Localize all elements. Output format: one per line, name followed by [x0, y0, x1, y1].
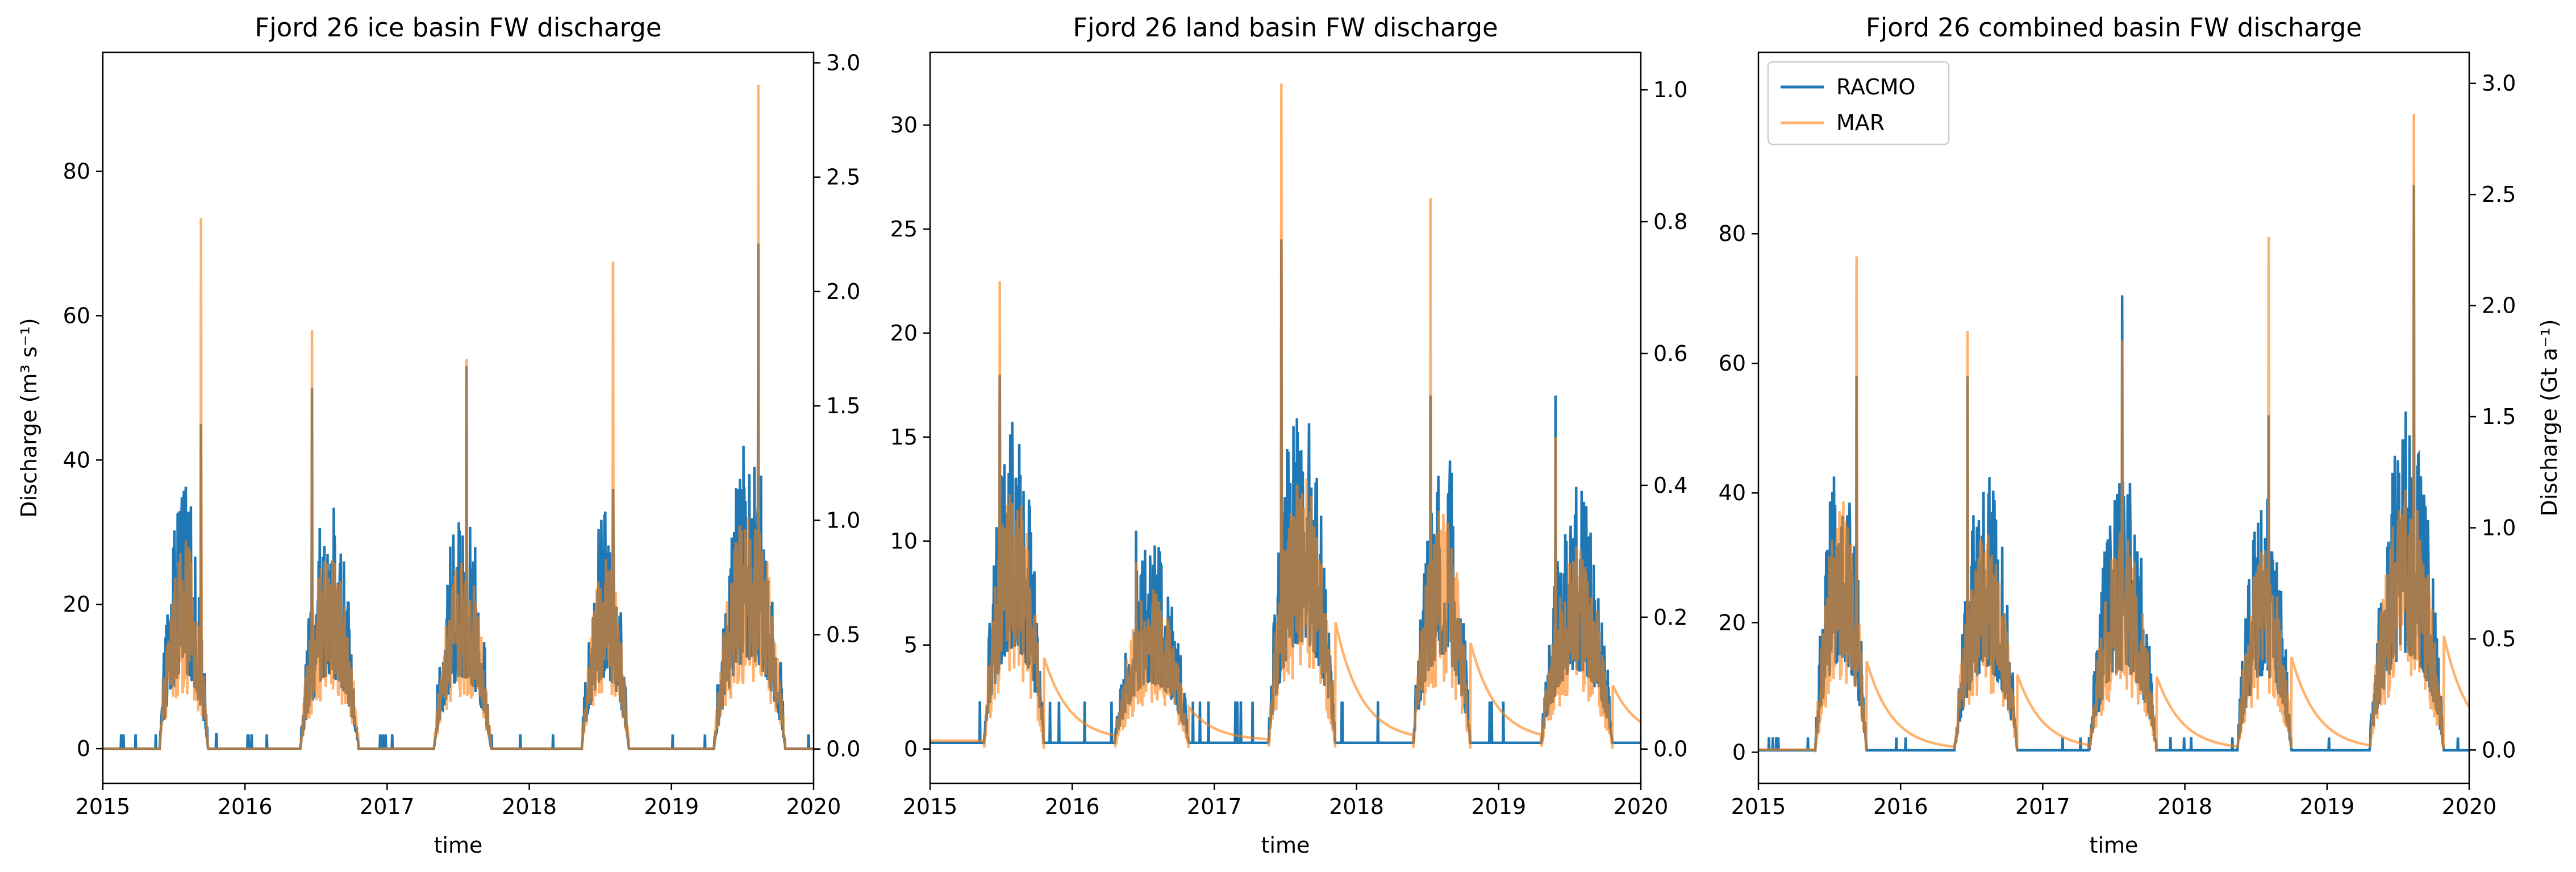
y2-tick-label: 0.8: [1653, 209, 1687, 234]
axes-frame: [1757, 51, 2470, 784]
legend-label: MAR: [1836, 110, 1885, 135]
y-tick-label: 40: [63, 447, 90, 472]
panel-3: [1752, 51, 2476, 790]
y2-tick-label: 2.0: [2482, 293, 2516, 318]
x-tick-label: 2018: [1329, 794, 1384, 819]
y2-tick-label: 3.0: [2482, 71, 2516, 96]
legend-label: RACMO: [1836, 74, 1915, 99]
y-tick-label: 20: [890, 321, 918, 346]
x-tick-label: 2015: [1731, 794, 1786, 819]
y-tick-label: 80: [1719, 221, 1746, 246]
x-tick-label: 2015: [76, 794, 131, 819]
y2-tick-label: 0.5: [2482, 626, 2516, 651]
y2-tick-label: 0.2: [1653, 605, 1687, 630]
x-tick-label: 2017: [2015, 794, 2070, 819]
y2-tick-label: 0.6: [1653, 341, 1687, 366]
y2-tick-label: 0.0: [826, 737, 860, 762]
y-tick-label: 0: [77, 736, 90, 761]
x-tick-label: 2020: [2442, 794, 2497, 819]
y-tick-label: 5: [904, 633, 918, 658]
y2-tick-label: 0.0: [2482, 737, 2516, 762]
y2-tick-label: 1.0: [826, 508, 860, 533]
x-tick-label: 2016: [1045, 794, 1100, 819]
series-line-racmo: [930, 239, 1641, 744]
y-tick-label: 80: [63, 159, 90, 184]
y2-axis-label: Discharge (Gt a⁻¹): [2537, 319, 2562, 516]
y2-tick-label: 1.0: [1653, 77, 1687, 102]
x-tick-label: 2019: [644, 794, 699, 819]
y2-tick-label: 2.0: [826, 279, 860, 304]
panel-2: [923, 51, 1648, 790]
x-tick-label: 2020: [786, 794, 841, 819]
y-tick-label: 60: [63, 303, 90, 328]
y2-tick-label: 2.5: [2482, 182, 2516, 207]
y2-tick-label: 1.5: [2482, 404, 2516, 429]
y-tick-label: 10: [890, 529, 918, 554]
series-line-mar: [1758, 114, 2469, 753]
y2-tick-label: 0.0: [1653, 737, 1687, 762]
y-tick-label: 30: [890, 113, 918, 138]
x-tick-label: 2018: [502, 794, 557, 819]
panel-1: [96, 51, 820, 790]
x-axis-label: time: [1261, 833, 1310, 858]
y2-tick-label: 0.5: [826, 622, 860, 647]
x-tick-label: 2017: [360, 794, 415, 819]
y-tick-label: 20: [63, 592, 90, 617]
x-axis-label: time: [2090, 833, 2139, 858]
x-tick-label: 2017: [1187, 794, 1242, 819]
x-tick-label: 2016: [218, 794, 273, 819]
y2-tick-label: 3.0: [826, 51, 860, 76]
series-line-mar: [103, 85, 814, 750]
y-tick-label: 0: [904, 737, 918, 762]
series-line-mar: [930, 83, 1641, 750]
chart-title: Fjord 26 land basin FW discharge: [1073, 13, 1498, 43]
y-tick-label: 25: [890, 217, 918, 242]
x-tick-label: 2015: [903, 794, 958, 819]
y-tick-label: 15: [890, 425, 918, 450]
x-tick-label: 2019: [2299, 794, 2354, 819]
y2-tick-label: 0.4: [1653, 473, 1687, 498]
chart-title: Fjord 26 ice basin FW discharge: [255, 13, 661, 43]
axes-frame: [102, 51, 815, 784]
chart-title: Fjord 26 combined basin FW discharge: [1866, 13, 2362, 43]
x-axis-label: time: [434, 833, 483, 858]
x-tick-label: 2016: [1873, 794, 1928, 819]
y2-tick-label: 1.5: [826, 393, 860, 418]
y-axis-label: Discharge (m³ s⁻¹): [16, 318, 41, 517]
y-tick-label: 20: [1719, 610, 1746, 635]
y-tick-label: 40: [1719, 480, 1746, 505]
x-tick-label: 2020: [1614, 794, 1669, 819]
y2-tick-label: 1.0: [2482, 515, 2516, 540]
axes-frame: [929, 51, 1642, 784]
y2-tick-label: 2.5: [826, 165, 860, 190]
y-tick-label: 0: [1732, 740, 1746, 765]
y-tick-label: 60: [1719, 351, 1746, 376]
x-tick-label: 2018: [2157, 794, 2212, 819]
x-tick-label: 2019: [1471, 794, 1526, 819]
